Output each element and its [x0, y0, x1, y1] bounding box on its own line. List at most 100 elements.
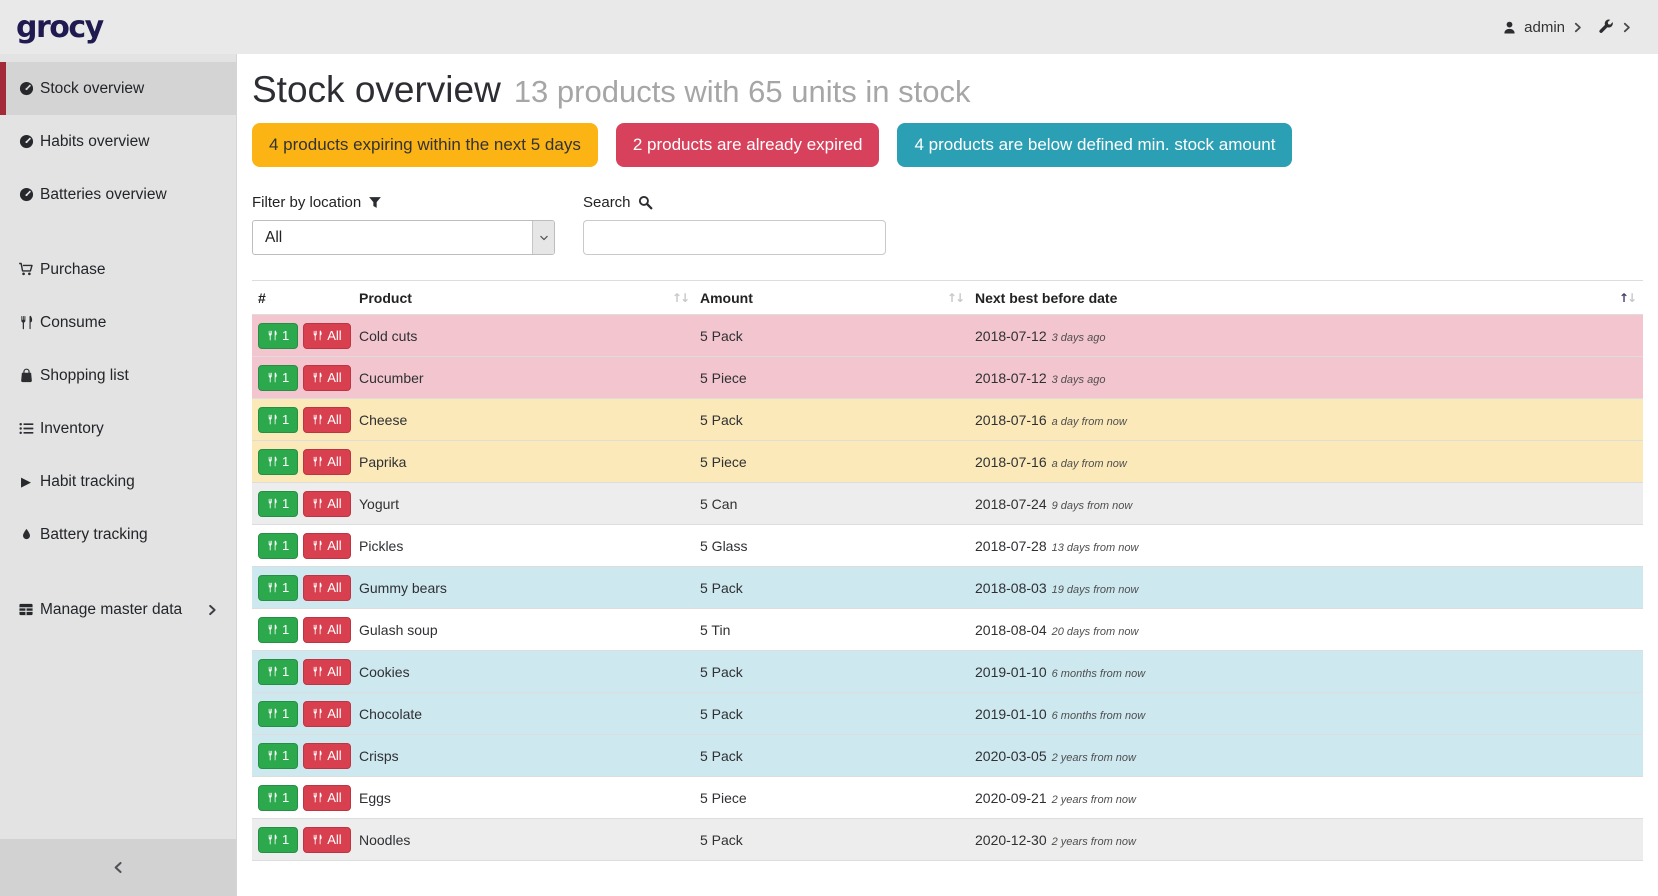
sidebar-collapse-button[interactable] [0, 839, 236, 896]
chevron-left-icon [112, 861, 125, 874]
consume-one-button[interactable]: 1 [258, 322, 299, 349]
consume-all-button[interactable]: All [303, 826, 351, 853]
top-bar: grocy admin [0, 0, 1658, 54]
date-cell: 2019-01-10 6 months from now [971, 650, 1643, 693]
consume-one-button[interactable]: 1 [258, 364, 299, 391]
consume-one-button[interactable]: 1 [258, 742, 299, 769]
consume-one-button[interactable]: 1 [258, 700, 299, 727]
search-input[interactable] [583, 220, 886, 255]
table-row: 1 All Cheese 5 Pack 2018-07-16 a day from… [252, 398, 1643, 441]
consume-one-button[interactable]: 1 [258, 826, 299, 853]
consume-all-button[interactable]: All [303, 742, 351, 769]
consume-one-button[interactable]: 1 [258, 784, 299, 811]
consume-one-button[interactable]: 1 [258, 448, 299, 475]
time-until-text: 9 days from now [1051, 499, 1133, 512]
time-until-text: 6 months from now [1051, 667, 1146, 680]
cutlery-icon [312, 330, 323, 341]
sidebar-item-shopping-list[interactable]: Shopping list [0, 349, 236, 402]
date-cell: 2018-08-04 20 days from now [971, 608, 1643, 651]
consume-all-button[interactable]: All [303, 406, 351, 433]
best-before-date: 2018-07-24 [975, 495, 1047, 512]
cutlery-icon [312, 792, 323, 803]
cutlery-icon [18, 315, 34, 330]
consume-all-button[interactable]: All [303, 574, 351, 601]
amount-cell: 5 Can [696, 482, 971, 525]
sidebar: Stock overview Habits overview Batteries… [0, 54, 237, 896]
consume-all-button[interactable]: All [303, 364, 351, 391]
sidebar-item-consume[interactable]: Consume [0, 296, 236, 349]
consume-one-button[interactable]: 1 [258, 658, 299, 685]
product-cell: Crisps [355, 734, 696, 777]
consume-all-label: All [327, 706, 342, 721]
consume-one-button[interactable]: 1 [258, 490, 299, 517]
best-before-date: 2019-01-10 [975, 663, 1047, 680]
sidebar-item-purchase[interactable]: Purchase [0, 243, 236, 296]
time-until-text: a day from now [1051, 457, 1127, 470]
sidebar-item-habit-tracking[interactable]: ▶ Habit tracking [0, 455, 236, 508]
consume-one-label: 1 [282, 790, 290, 805]
date-cell: 2020-03-05 2 years from now [971, 734, 1643, 777]
main-content: Stock overview 13 products with 65 units… [237, 54, 1658, 896]
sidebar-item-label: Habits overview [40, 132, 150, 150]
search-block: Search [583, 194, 886, 255]
list-icon [18, 421, 34, 436]
consume-one-label: 1 [282, 538, 290, 553]
grocy-logo[interactable]: grocy [16, 9, 104, 45]
consume-one-button[interactable]: 1 [258, 532, 299, 559]
expiring-badge[interactable]: 4 products expiring within the next 5 da… [252, 123, 598, 167]
date-cell: 2018-07-12 3 days ago [971, 314, 1643, 357]
user-menu[interactable]: admin [1502, 19, 1583, 36]
cutlery-icon [312, 372, 323, 383]
consume-one-label: 1 [282, 748, 290, 763]
sidebar-item-stock-overview[interactable]: Stock overview [0, 62, 236, 115]
consume-one-label: 1 [282, 832, 290, 847]
product-cell: Yogurt [355, 482, 696, 525]
consume-all-label: All [327, 370, 342, 385]
consume-one-button[interactable]: 1 [258, 616, 299, 643]
amount-cell: 5 Pack [696, 818, 971, 861]
consume-all-button[interactable]: All [303, 700, 351, 727]
date-cell: 2019-01-10 6 months from now [971, 692, 1643, 735]
sidebar-item-inventory[interactable]: Inventory [0, 402, 236, 455]
cutlery-icon [267, 792, 278, 803]
expired-badge[interactable]: 2 products are already expired [615, 123, 880, 167]
table-row: 1 All Paprika 5 Piece 2018-07-16 a day fr… [252, 440, 1643, 483]
consume-all-button[interactable]: All [303, 784, 351, 811]
product-cell: Cold cuts [355, 314, 696, 357]
stock-table: # Product ↑↓ Amount ↑↓ Next best before … [252, 280, 1643, 861]
consume-all-button[interactable]: All [303, 658, 351, 685]
consume-all-button[interactable]: All [303, 616, 351, 643]
product-cell: Cookies [355, 650, 696, 693]
sidebar-item-batteries-overview[interactable]: Batteries overview [0, 168, 236, 221]
sidebar-item-habits-overview[interactable]: Habits overview [0, 115, 236, 168]
consume-all-button[interactable]: All [303, 448, 351, 475]
cart-icon [18, 262, 34, 277]
date-cell: 2018-07-28 13 days from now [971, 524, 1643, 567]
cutlery-icon [267, 414, 278, 425]
consume-all-button[interactable]: All [303, 490, 351, 517]
consume-one-button[interactable]: 1 [258, 574, 299, 601]
location-select[interactable]: All [252, 220, 555, 255]
column-header-best-before[interactable]: Next best before date ↑↓ [971, 280, 1643, 315]
consume-all-label: All [327, 328, 342, 343]
sidebar-item-manage-master-data[interactable]: Manage master data [0, 583, 236, 636]
date-cell: 2018-07-16 a day from now [971, 440, 1643, 483]
cutlery-icon [312, 708, 323, 719]
sidebar-item-battery-tracking[interactable]: Battery tracking [0, 508, 236, 561]
consume-all-label: All [327, 664, 342, 679]
product-cell: Eggs [355, 776, 696, 819]
consume-all-button[interactable]: All [303, 322, 351, 349]
time-until-text: 20 days from now [1051, 625, 1139, 638]
consume-one-label: 1 [282, 370, 290, 385]
consume-one-label: 1 [282, 496, 290, 511]
consume-one-button[interactable]: 1 [258, 406, 299, 433]
consume-all-label: All [327, 580, 342, 595]
column-header-amount[interactable]: Amount ↑↓ [696, 280, 971, 315]
consume-all-button[interactable]: All [303, 532, 351, 559]
below-min-stock-badge[interactable]: 4 products are below defined min. stock … [897, 123, 1293, 167]
product-cell: Pickles [355, 524, 696, 567]
settings-menu[interactable] [1598, 19, 1632, 35]
column-header-product[interactable]: Product ↑↓ [355, 280, 696, 315]
table-row: 1 All Pickles 5 Glass 2018-07-28 13 days … [252, 524, 1643, 567]
gauge-icon [18, 81, 34, 96]
